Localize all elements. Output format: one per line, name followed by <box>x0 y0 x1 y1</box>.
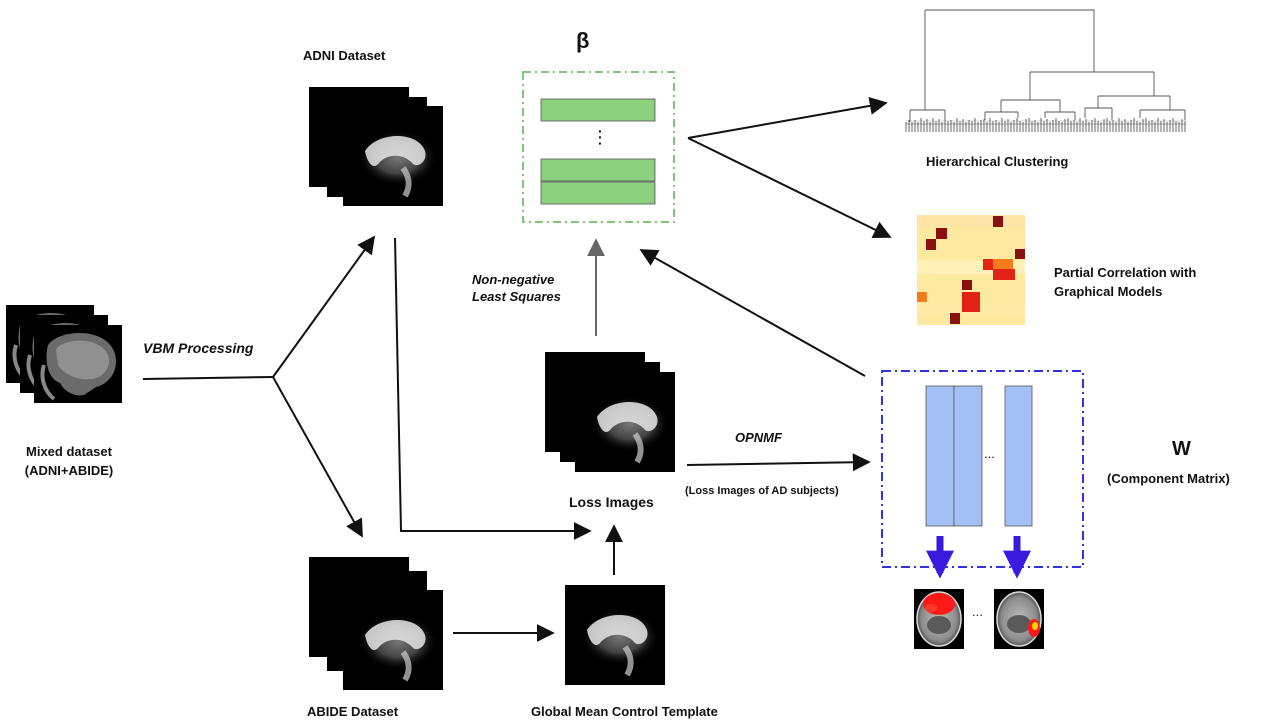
brain-maps-dots: ... <box>972 604 983 619</box>
mixed-dataset-line-1: Mixed dataset <box>26 444 112 459</box>
component-brain-map-1 <box>914 589 964 649</box>
beta-vertical-dots: ⋮ <box>591 127 609 147</box>
partial-correlation-line-1: Partial Correlation with <box>1054 265 1197 280</box>
nnls-label: Non-negative Least Squares <box>472 271 561 305</box>
opnmf-subtitle-label: (Loss Images of AD subjects) <box>685 485 839 497</box>
vbm-arrows <box>142 235 376 538</box>
mixed-dataset-label: Mixed dataset (ADNI+ABIDE) <box>10 442 128 480</box>
beta-matrix-box <box>522 71 675 223</box>
adni-image-stack <box>309 87 443 206</box>
mixed-dataset-line-2: (ADNI+ABIDE) <box>24 463 114 478</box>
global-template-label: Global Mean Control Template <box>531 704 718 719</box>
beta-output-arrows <box>687 96 892 238</box>
w-bar-2 <box>953 385 983 527</box>
component-brain-map-2 <box>994 589 1044 649</box>
w-bar-3 <box>1004 385 1033 527</box>
beta-bar-2 <box>540 158 656 182</box>
loss-images-label: Loss Images <box>569 494 654 510</box>
adni-to-loss-arrow <box>394 237 592 540</box>
abide-image-stack <box>309 557 443 690</box>
hierarchical-clustering-label: Hierarchical Clustering <box>926 154 1069 169</box>
partial-correlation-label: Partial Correlation with Graphical Model… <box>1054 263 1196 301</box>
beta-bar-1 <box>540 98 656 122</box>
beta-bar-3 <box>540 181 656 205</box>
abide-dataset-label: ABIDE Dataset <box>307 704 399 719</box>
adni-dataset-label: ADNI Dataset <box>303 48 386 63</box>
global-template-image <box>565 585 665 685</box>
beta-label: β <box>576 28 590 53</box>
dendrogram <box>905 9 1186 132</box>
opnmf-arrow <box>686 453 871 472</box>
w-subtitle-label: (Component Matrix) <box>1107 471 1230 486</box>
partial-correlation-heatmap <box>917 215 1025 325</box>
loss-images-stack <box>545 352 675 472</box>
w-component-arrows <box>926 536 1031 579</box>
opnmf-label: OPNMF <box>735 430 782 445</box>
nnls-line-2: Least Squares <box>472 289 561 304</box>
nnls-line-1: Non-negative <box>472 272 555 287</box>
w-bar-1 <box>925 385 955 527</box>
w-to-beta-arrow <box>639 249 866 377</box>
w-matrix-dots: ... <box>984 446 995 461</box>
w-label: W <box>1172 438 1191 460</box>
vbm-processing-label: VBM Processing <box>143 340 254 356</box>
w-matrix-box <box>881 370 1084 568</box>
partial-correlation-line-2: Graphical Models <box>1054 284 1163 299</box>
mixed-dataset-image-stack <box>4 303 124 405</box>
